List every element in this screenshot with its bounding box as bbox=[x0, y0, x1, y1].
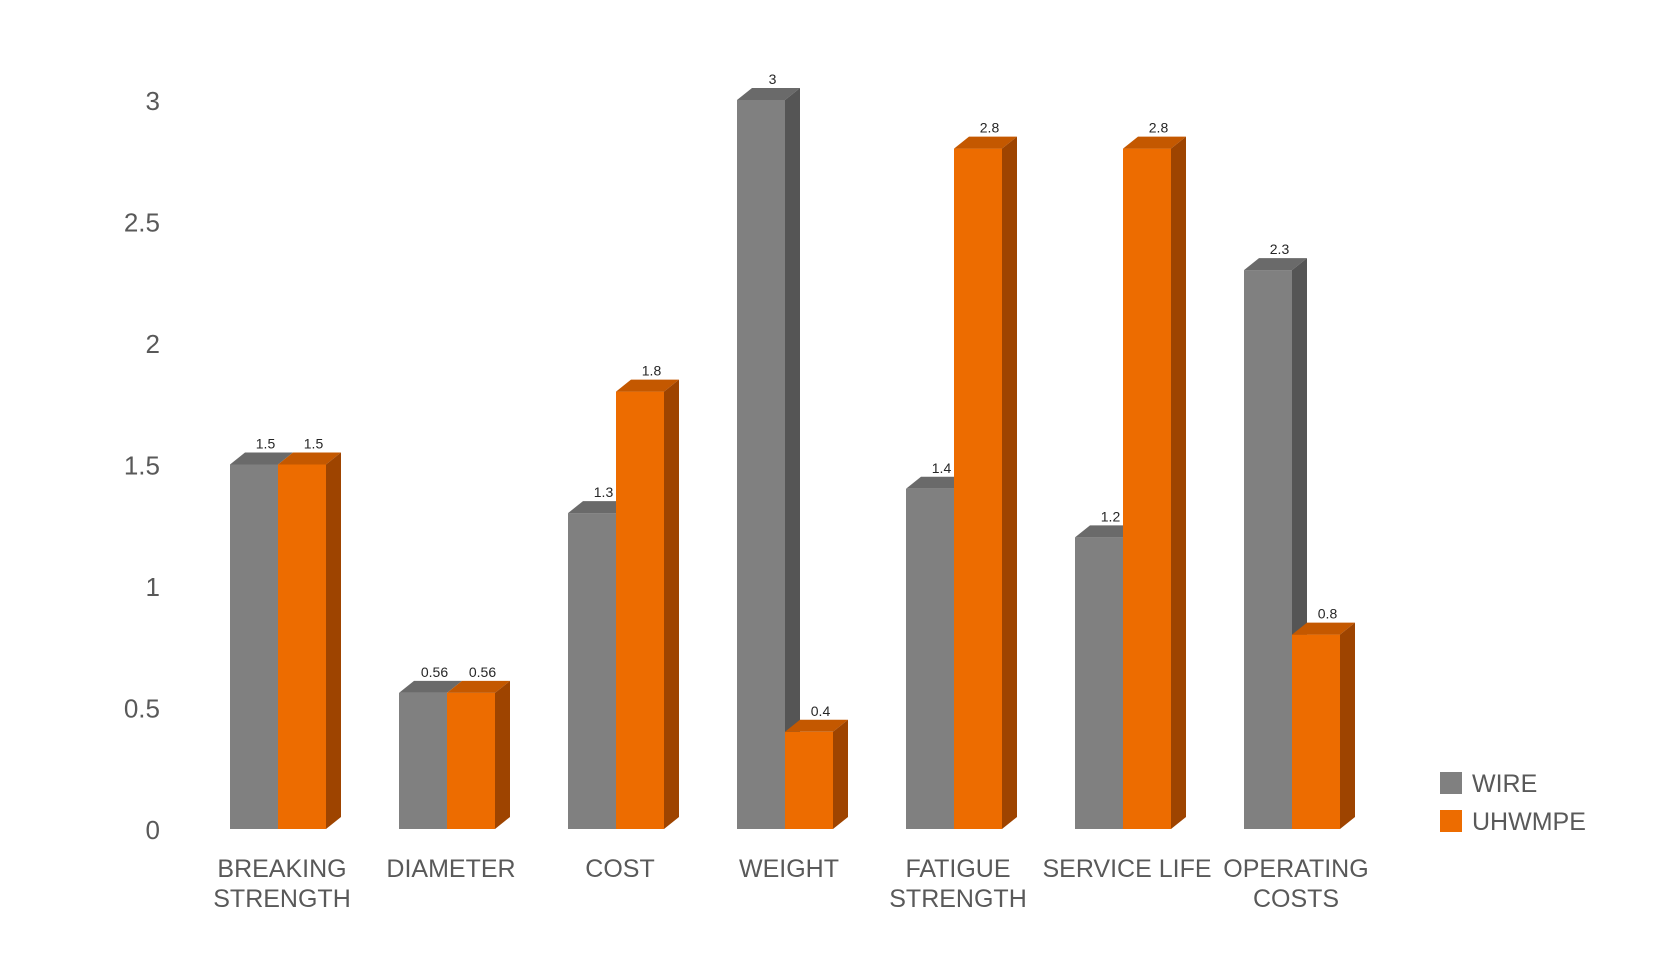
data-label: 1.5 bbox=[256, 436, 276, 452]
legend-swatch-wire bbox=[1440, 772, 1462, 794]
x-tick-label: COSTS bbox=[1253, 885, 1339, 913]
x-tick-label: DIAMETER bbox=[386, 855, 515, 883]
bar-front bbox=[1123, 148, 1171, 830]
bar-uhwmpe-2 bbox=[616, 379, 679, 829]
bar-uhwmpe-3 bbox=[785, 719, 848, 829]
bar-top bbox=[1123, 136, 1186, 149]
data-label: 1.4 bbox=[932, 460, 952, 476]
bar-side bbox=[833, 719, 848, 829]
bar-top bbox=[906, 476, 969, 489]
bar-group bbox=[230, 88, 1355, 830]
y-axis: 0 0.5 1 1.5 2 2.5 3 bbox=[124, 86, 160, 845]
bar-uhwmpe-4 bbox=[954, 136, 1017, 830]
bar-uhwmpe-1 bbox=[447, 680, 510, 829]
y-tick-label: 1.5 bbox=[124, 451, 160, 481]
data-label: 2.8 bbox=[980, 120, 1000, 136]
data-label: 1.2 bbox=[1101, 508, 1121, 524]
bar-side bbox=[1002, 136, 1017, 830]
data-label: 2.3 bbox=[1270, 241, 1290, 257]
bar-wire-3 bbox=[737, 88, 800, 829]
bar-wire-5 bbox=[1075, 525, 1138, 829]
y-tick-label: 2 bbox=[146, 329, 160, 359]
data-labels: 1.5 1.5 0.56 0.56 1.3 1.8 3 0.4 1.4 2.8 1.2 2.8 2.3 0… bbox=[256, 71, 1338, 719]
bar-uhwmpe-5 bbox=[1123, 136, 1186, 830]
data-label: 1.8 bbox=[642, 363, 662, 379]
legend-swatch-uhwmpe bbox=[1440, 810, 1462, 832]
bar-uhwmpe-6 bbox=[1292, 622, 1355, 829]
bar-front bbox=[906, 488, 954, 829]
y-tick-label: 2.5 bbox=[124, 208, 160, 238]
bar-front bbox=[1075, 537, 1123, 829]
bar-wire-6 bbox=[1244, 258, 1307, 830]
bar-front bbox=[737, 100, 785, 829]
data-label: 3 bbox=[769, 71, 777, 87]
bar-front bbox=[568, 513, 616, 829]
bar-top bbox=[616, 379, 679, 392]
bar-side bbox=[1340, 622, 1355, 829]
bar-front bbox=[616, 391, 664, 829]
bar-top bbox=[399, 680, 462, 693]
bar-side bbox=[1171, 136, 1186, 830]
legend-label-uhwmpe: UHWMPE bbox=[1472, 808, 1586, 836]
bar-front bbox=[230, 464, 278, 829]
bar-top bbox=[278, 452, 341, 465]
data-label: 1.3 bbox=[594, 484, 614, 500]
legend-label-wire: WIRE bbox=[1472, 770, 1537, 798]
bar-top bbox=[568, 501, 631, 514]
x-tick-label: COST bbox=[585, 855, 654, 883]
bar-top bbox=[1292, 622, 1355, 635]
data-label: 0.4 bbox=[811, 703, 831, 719]
bar-top bbox=[737, 88, 800, 100]
x-tick-label: BREAKING bbox=[217, 855, 346, 883]
x-tick-label: OPERATING bbox=[1223, 855, 1368, 883]
bar-side bbox=[785, 88, 800, 829]
bar-front bbox=[399, 692, 447, 829]
data-label: 2.8 bbox=[1149, 120, 1169, 136]
bar-wire-2 bbox=[568, 501, 631, 829]
bar-top bbox=[1075, 525, 1138, 538]
data-label: 0.8 bbox=[1318, 606, 1338, 622]
y-tick-label: 3 bbox=[146, 86, 160, 116]
bar-wire-4 bbox=[906, 476, 969, 829]
y-tick-label: 0 bbox=[146, 815, 160, 845]
data-label: 0.56 bbox=[421, 664, 448, 680]
bar-front bbox=[447, 692, 495, 829]
x-tick-label: FATIGUE bbox=[905, 855, 1010, 883]
x-tick-label: WEIGHT bbox=[739, 855, 839, 883]
legend: WIRE UHWMPE bbox=[1440, 770, 1586, 836]
y-tick-label: 0.5 bbox=[124, 694, 160, 724]
data-label: 1.5 bbox=[304, 436, 324, 452]
y-tick-label: 1 bbox=[146, 572, 160, 602]
bar-top bbox=[954, 136, 1017, 149]
bar-front bbox=[1292, 634, 1340, 829]
bar-side bbox=[326, 452, 341, 829]
bar-side bbox=[664, 379, 679, 829]
x-tick-label: STRENGTH bbox=[889, 885, 1027, 913]
x-tick-label: STRENGTH bbox=[213, 885, 351, 913]
bar-side bbox=[495, 680, 510, 829]
bar-top bbox=[230, 452, 293, 465]
bar-wire-0 bbox=[230, 452, 293, 829]
data-label: 0.56 bbox=[469, 664, 496, 680]
bar-front bbox=[785, 731, 833, 829]
bar-front bbox=[954, 148, 1002, 830]
bar-top bbox=[785, 719, 848, 732]
x-tick-label: SERVICE LIFE bbox=[1042, 855, 1211, 883]
bar-front bbox=[1244, 270, 1292, 830]
bar-front bbox=[278, 464, 326, 829]
bar-top bbox=[1244, 258, 1307, 271]
bar-uhwmpe-0 bbox=[278, 452, 341, 829]
bar-wire-1 bbox=[399, 680, 462, 829]
bar-top bbox=[447, 680, 510, 693]
